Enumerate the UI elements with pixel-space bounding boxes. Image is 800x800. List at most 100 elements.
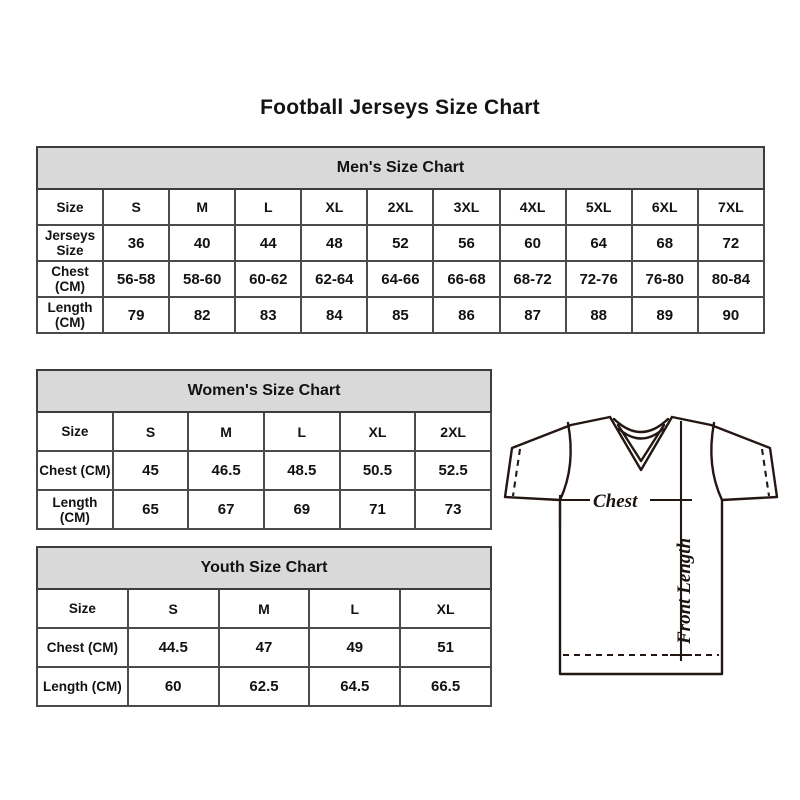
column-header-2xl: 2XL bbox=[414, 411, 492, 452]
cell: 64 bbox=[564, 224, 633, 262]
cell: 56 bbox=[432, 224, 501, 262]
cell: 64-66 bbox=[366, 260, 435, 298]
youth-section-title: Youth Size Chart bbox=[36, 546, 492, 590]
cell: 90 bbox=[696, 296, 766, 334]
row-header-length: Length (CM) bbox=[36, 489, 114, 530]
table-row: Chest (CM) 44.5 47 49 51 bbox=[36, 627, 492, 668]
column-header-s: S bbox=[111, 411, 190, 452]
cell: 79 bbox=[102, 296, 171, 334]
sleeve-cuff-stitch-right bbox=[760, 448, 771, 497]
column-header-m: M bbox=[217, 588, 311, 629]
cell: 40 bbox=[168, 224, 237, 262]
table-header-row: Size S M L XL bbox=[36, 588, 492, 629]
cell: 60-62 bbox=[234, 260, 303, 298]
table-title-row: Women's Size Chart bbox=[36, 369, 492, 413]
table-row: Length (CM) 79 82 83 84 85 86 87 88 89 9… bbox=[35, 296, 766, 334]
cell: 83 bbox=[234, 296, 303, 334]
row-header-length: Length (CM) bbox=[36, 666, 129, 707]
cell: 71 bbox=[338, 489, 417, 530]
column-header-7xl: 7XL bbox=[696, 188, 766, 226]
table-row: Length (CM) 60 62.5 64.5 66.5 bbox=[36, 666, 492, 707]
table-row: Length (CM) 65 67 69 71 73 bbox=[36, 489, 492, 530]
cell: 86 bbox=[432, 296, 501, 334]
cell: 60 bbox=[498, 224, 567, 262]
cell: 46.5 bbox=[187, 450, 265, 491]
mens-section-title: Men's Size Chart bbox=[36, 146, 765, 190]
cell: 68 bbox=[630, 224, 699, 262]
cell: 52 bbox=[366, 224, 435, 262]
cell: 67 bbox=[187, 489, 265, 530]
cell: 48.5 bbox=[262, 450, 341, 491]
cell: 84 bbox=[300, 296, 369, 334]
table-row: Chest (CM) 56-58 58-60 60-62 62-64 64-66… bbox=[35, 260, 766, 298]
column-header-s: S bbox=[126, 588, 220, 629]
table-header-row: Size S M L XL 2XL bbox=[36, 411, 492, 452]
cell: 66-68 bbox=[432, 260, 501, 298]
column-header-4xl: 4XL bbox=[498, 188, 567, 226]
cell: 82 bbox=[168, 296, 237, 334]
jersey-outline bbox=[503, 415, 779, 676]
youth-size-chart-table: Youth Size Chart Size S M L XL Chest (CM… bbox=[36, 546, 492, 707]
column-header-l: L bbox=[234, 188, 303, 226]
front-length-label: Front Length bbox=[674, 538, 695, 645]
cell: 89 bbox=[630, 296, 699, 334]
row-header-size: Size bbox=[36, 411, 114, 452]
row-header-chest: Chest (CM) bbox=[36, 627, 129, 668]
column-header-xl: XL bbox=[300, 188, 369, 226]
cell: 50.5 bbox=[338, 450, 417, 491]
vneck-outer bbox=[608, 415, 674, 472]
table-row: Chest (CM) 45 46.5 48.5 50.5 52.5 bbox=[36, 450, 492, 491]
cell: 69 bbox=[262, 489, 341, 530]
womens-size-chart-table: Women's Size Chart Size S M L XL 2XL Che… bbox=[36, 369, 492, 530]
jersey-measurement-diagram: Chest Front Length bbox=[498, 396, 784, 686]
cell: 51 bbox=[399, 627, 492, 668]
cell: 85 bbox=[366, 296, 435, 334]
cell: 87 bbox=[498, 296, 567, 334]
row-header-size: Size bbox=[35, 188, 105, 226]
row-header-length: Length (CM) bbox=[35, 296, 105, 334]
table-title-row: Youth Size Chart bbox=[36, 546, 492, 590]
cell: 65 bbox=[111, 489, 190, 530]
column-header-l: L bbox=[262, 411, 341, 452]
cell: 68-72 bbox=[498, 260, 567, 298]
column-header-xl: XL bbox=[399, 588, 492, 629]
cell: 66.5 bbox=[399, 666, 492, 707]
cell: 72-76 bbox=[564, 260, 633, 298]
row-header-chest: Chest (CM) bbox=[35, 260, 105, 298]
collar-line-outer bbox=[612, 417, 670, 434]
cell: 88 bbox=[564, 296, 633, 334]
column-header-xl: XL bbox=[338, 411, 417, 452]
column-header-3xl: 3XL bbox=[432, 188, 501, 226]
cell: 72 bbox=[696, 224, 766, 262]
cell: 45 bbox=[111, 450, 190, 491]
page-title: Football Jerseys Size Chart bbox=[260, 96, 540, 119]
cell: 62-64 bbox=[300, 260, 369, 298]
vneck-inner bbox=[616, 423, 666, 463]
table-title-row: Men's Size Chart bbox=[36, 146, 765, 190]
cell: 64.5 bbox=[308, 666, 402, 707]
column-header-m: M bbox=[168, 188, 237, 226]
womens-section-title: Women's Size Chart bbox=[36, 369, 492, 413]
row-header-size: Size bbox=[36, 588, 129, 629]
row-header-chest: Chest (CM) bbox=[36, 450, 114, 491]
column-header-l: L bbox=[308, 588, 402, 629]
chest-label: Chest bbox=[593, 491, 638, 512]
mens-size-chart-table: Men's Size Chart Size S M L XL 2XL 3XL 4… bbox=[35, 146, 766, 334]
cell: 47 bbox=[217, 627, 311, 668]
cell: 49 bbox=[308, 627, 402, 668]
cell: 76-80 bbox=[630, 260, 699, 298]
row-header-jerseys-size: Jerseys Size bbox=[35, 224, 105, 262]
column-header-2xl: 2XL bbox=[366, 188, 435, 226]
table-row: Jerseys Size 36 40 44 48 52 56 60 64 68 … bbox=[35, 224, 766, 262]
cell: 36 bbox=[102, 224, 171, 262]
armhole-right bbox=[710, 421, 724, 502]
cell: 56-58 bbox=[102, 260, 171, 298]
table-header-row: Size S M L XL 2XL 3XL 4XL 5XL 6XL 7XL bbox=[35, 188, 766, 226]
cell: 60 bbox=[126, 666, 220, 707]
column-header-6xl: 6XL bbox=[630, 188, 699, 226]
cell: 48 bbox=[300, 224, 369, 262]
cell: 52.5 bbox=[414, 450, 492, 491]
cell: 44 bbox=[234, 224, 303, 262]
cell: 80-84 bbox=[696, 260, 766, 298]
column-header-s: S bbox=[102, 188, 171, 226]
